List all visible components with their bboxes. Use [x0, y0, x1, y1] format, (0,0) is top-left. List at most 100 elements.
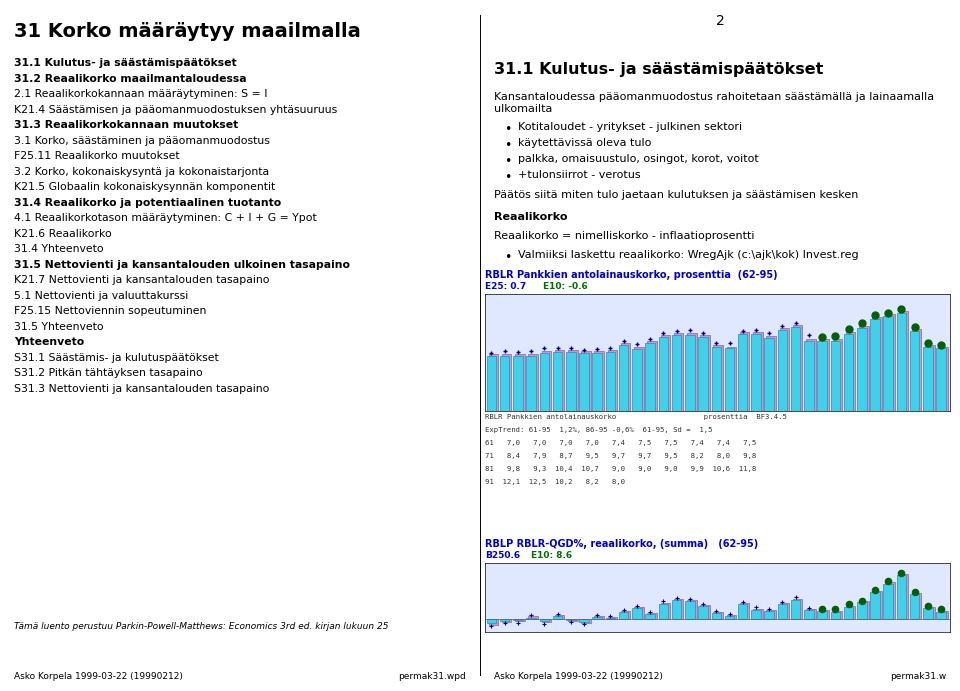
- Bar: [751, 610, 760, 619]
- Text: 91  12,1  12,5  10,2   8,2   8,0: 91 12,1 12,5 10,2 8,2 8,0: [485, 479, 625, 485]
- Point: [669, 326, 684, 337]
- Text: 71   8,4   7,9   8,7   9,5   9,7   9,7   9,5   8,2   8,0   9,8: 71 8,4 7,9 8,7 9,5 9,7 9,7 9,5 8,2 8,0 9…: [485, 453, 756, 459]
- Point: [537, 342, 552, 353]
- Bar: [751, 334, 760, 411]
- Text: S31.2 Pitkän tähtäyksen tasapaino: S31.2 Pitkän tähtäyksen tasapaino: [14, 368, 203, 378]
- Bar: [885, 314, 895, 411]
- Bar: [672, 600, 682, 619]
- Bar: [925, 345, 935, 411]
- Bar: [581, 619, 590, 623]
- Text: S31.3 Nettovienti ja kansantalouden tasapaino: S31.3 Nettovienti ja kansantalouden tasa…: [14, 384, 270, 393]
- Point: [921, 600, 936, 612]
- Text: 31.2 Reaalikorko maailmantaloudessa: 31.2 Reaalikorko maailmantaloudessa: [14, 73, 247, 84]
- Bar: [819, 339, 828, 411]
- Bar: [857, 328, 867, 411]
- Text: 31.4 Yhteenveto: 31.4 Yhteenveto: [14, 244, 104, 254]
- Bar: [541, 619, 551, 623]
- Text: •: •: [504, 251, 512, 264]
- Bar: [832, 339, 842, 411]
- Text: permak31.w: permak31.w: [890, 672, 946, 681]
- Point: [683, 593, 698, 604]
- Bar: [621, 343, 631, 411]
- Text: •: •: [504, 171, 512, 184]
- Bar: [553, 616, 563, 619]
- Bar: [487, 619, 496, 623]
- Bar: [910, 594, 920, 619]
- Text: 4.1 Reaalikorkotason määräytyminen: C + I + G = Ypot: 4.1 Reaalikorkotason määräytyminen: C + …: [14, 213, 317, 223]
- Bar: [592, 617, 602, 619]
- Text: K21.4 Säästämisen ja pääomanmuodostuksen yhtäsuuruus: K21.4 Säästämisen ja pääomanmuodostuksen…: [14, 104, 337, 115]
- Text: Yhteenveto: Yhteenveto: [14, 337, 84, 347]
- Bar: [727, 615, 736, 619]
- Bar: [632, 349, 641, 411]
- Text: RBLR Pankkien antolainauskorko                    prosenttia  BF3.4.5: RBLR Pankkien antolainauskorko prosentti…: [485, 414, 786, 420]
- Bar: [780, 603, 789, 619]
- Bar: [526, 618, 536, 619]
- Bar: [793, 599, 803, 619]
- Bar: [685, 601, 695, 619]
- Bar: [713, 612, 723, 619]
- Text: K21.5 Globaalin kokonaiskysynnän komponentit: K21.5 Globaalin kokonaiskysynnän kompone…: [14, 182, 276, 192]
- Point: [510, 347, 525, 358]
- Bar: [647, 613, 657, 619]
- Point: [523, 346, 539, 357]
- Bar: [899, 311, 908, 411]
- Point: [775, 321, 790, 332]
- Text: Asko Korpela 1999-03-22 (19990212): Asko Korpela 1999-03-22 (19990212): [494, 672, 662, 681]
- Bar: [579, 353, 588, 411]
- Point: [880, 576, 896, 587]
- Point: [933, 339, 948, 350]
- Bar: [647, 341, 657, 411]
- Point: [880, 307, 896, 319]
- Bar: [502, 354, 512, 411]
- Point: [748, 602, 763, 613]
- Bar: [489, 354, 498, 411]
- Text: RBLP RBLR-QGD%, reaalikorko, (summa)   (62-95): RBLP RBLR-QGD%, reaalikorko, (summa) (62…: [485, 539, 758, 549]
- Bar: [555, 615, 564, 619]
- Bar: [938, 346, 948, 411]
- Point: [603, 610, 618, 621]
- Point: [523, 609, 539, 621]
- Bar: [806, 609, 816, 619]
- Bar: [500, 357, 510, 411]
- Bar: [859, 326, 869, 411]
- Text: 31.5 Yhteenveto: 31.5 Yhteenveto: [14, 321, 104, 332]
- Bar: [899, 574, 908, 619]
- Point: [642, 607, 658, 618]
- Point: [735, 325, 751, 337]
- Point: [907, 586, 923, 597]
- Point: [907, 322, 923, 333]
- Point: [616, 605, 632, 616]
- Text: +tulonsiirrot - verotus: +tulonsiirrot - verotus: [518, 170, 640, 180]
- Text: 31.1 Kulutus- ja säästämispäätökset: 31.1 Kulutus- ja säästämispäätökset: [494, 62, 824, 77]
- Bar: [528, 354, 538, 411]
- Text: S31.1 Säästämis- ja kulutuspäätökset: S31.1 Säästämis- ja kulutuspäätökset: [14, 352, 219, 363]
- Text: B250.6: B250.6: [485, 551, 520, 560]
- Bar: [621, 611, 631, 619]
- Point: [550, 343, 565, 354]
- Point: [497, 617, 513, 628]
- Point: [841, 323, 856, 334]
- Point: [695, 328, 710, 339]
- Text: 61   7,0   7,0   7,0   7,0   7,4   7,5   7,5   7,4   7,4   7,5: 61 7,0 7,0 7,0 7,0 7,4 7,5 7,5 7,4 7,4 7…: [485, 440, 756, 446]
- Point: [708, 605, 724, 616]
- Text: 31.1 Kulutus- ja säästämispäätökset: 31.1 Kulutus- ja säästämispäätökset: [14, 58, 236, 68]
- Point: [708, 337, 724, 348]
- Bar: [924, 347, 933, 411]
- Point: [510, 617, 525, 628]
- Bar: [846, 332, 855, 411]
- Bar: [672, 335, 682, 411]
- Point: [695, 598, 710, 609]
- Bar: [500, 619, 510, 621]
- Point: [683, 324, 698, 335]
- Bar: [698, 606, 708, 619]
- Bar: [910, 331, 920, 411]
- Text: •: •: [504, 155, 512, 168]
- Bar: [700, 605, 709, 619]
- Bar: [566, 352, 576, 411]
- Bar: [873, 316, 881, 411]
- Bar: [778, 604, 787, 619]
- Point: [894, 303, 909, 314]
- Bar: [608, 350, 617, 411]
- Point: [669, 592, 684, 603]
